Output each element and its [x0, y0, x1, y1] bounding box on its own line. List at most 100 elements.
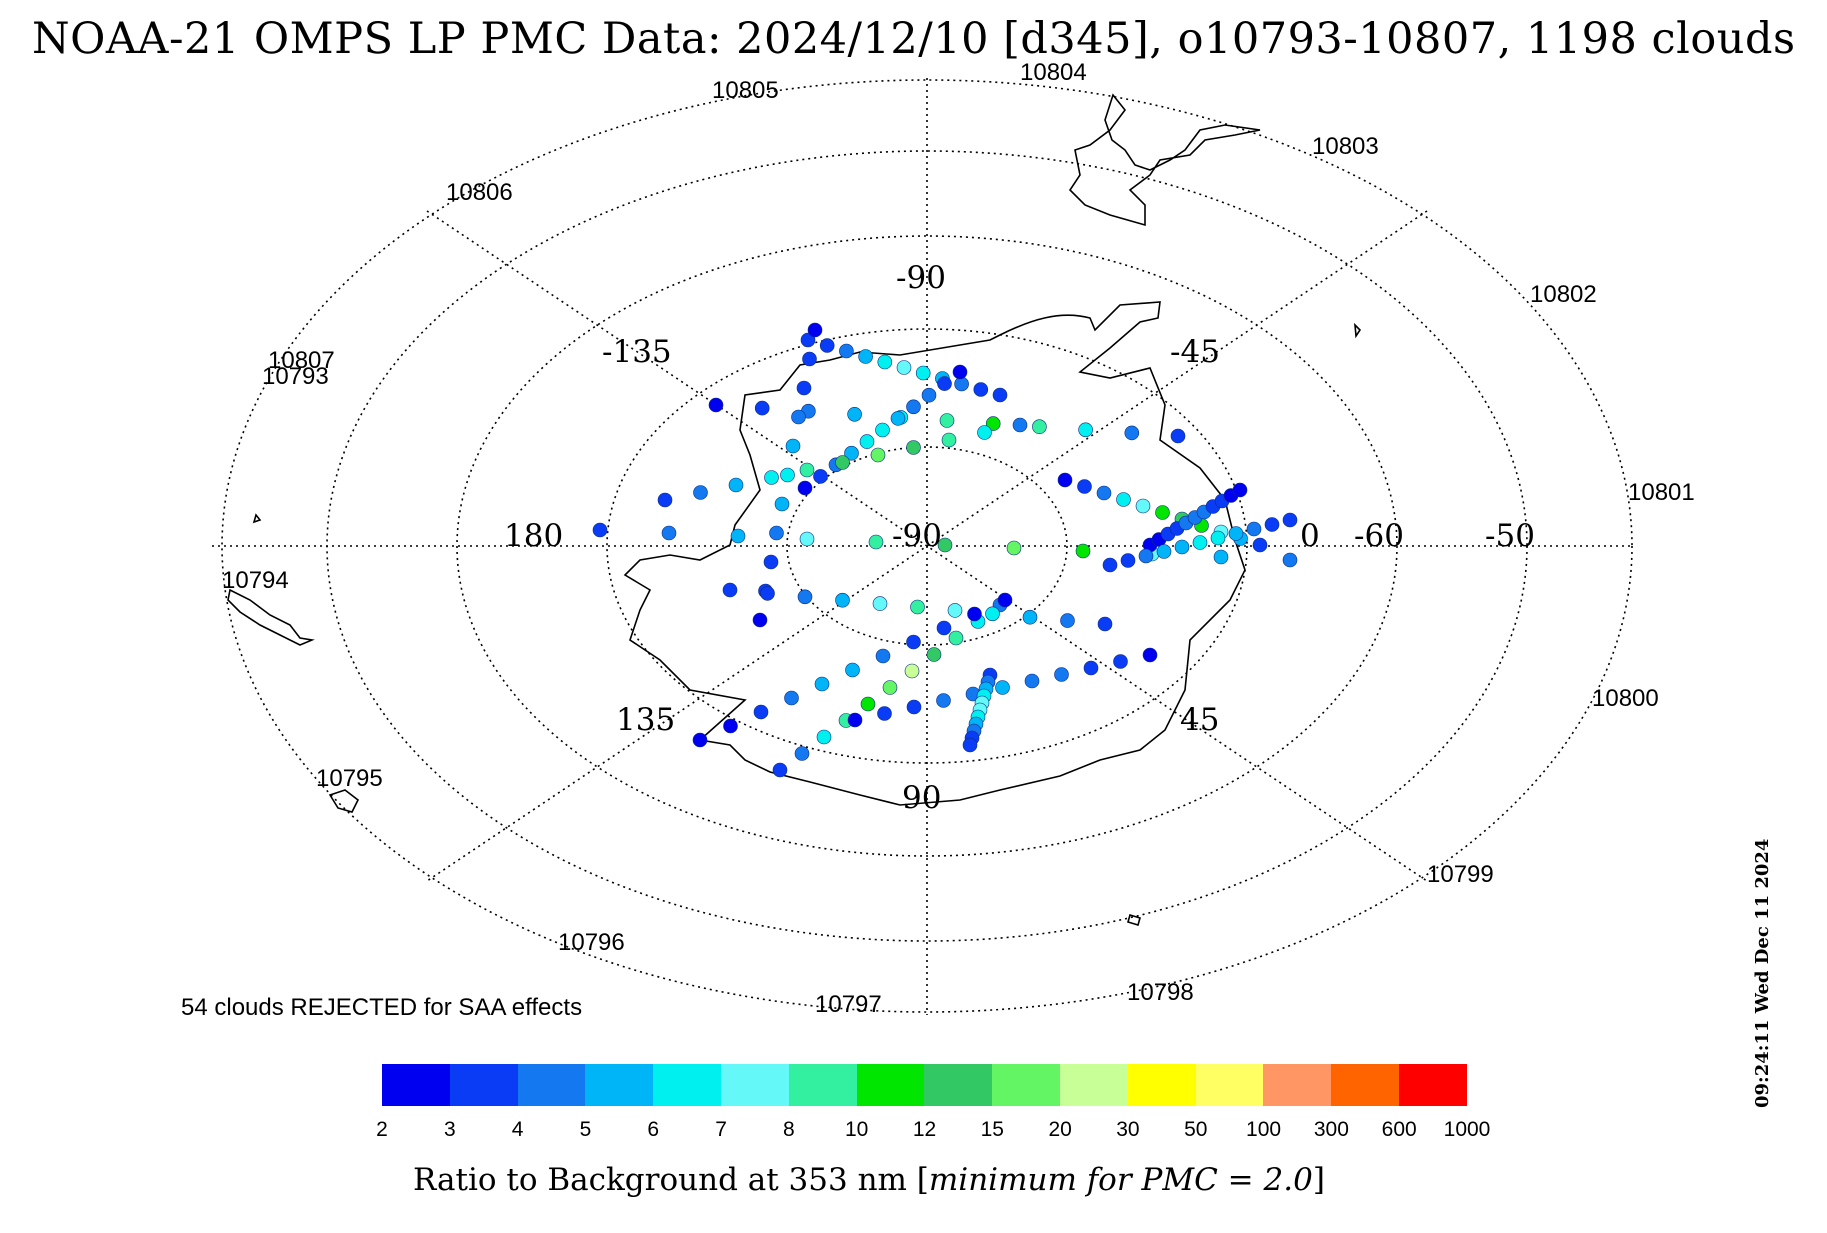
orbit-label: 10802 [1530, 281, 1597, 308]
cloud-point [728, 477, 744, 493]
cloud-point [1024, 673, 1040, 689]
cloud-point [1124, 425, 1140, 441]
cloud-point [937, 376, 952, 391]
meridian-line [426, 210, 1428, 882]
latitude-ring [456, 235, 1398, 857]
cloud-point [847, 406, 862, 422]
ring-label: -90 [896, 260, 946, 296]
colorbar [382, 1064, 1467, 1106]
colorbar-tick-label: 12 [912, 1118, 937, 1141]
cloud-point [839, 343, 854, 359]
cloud-point [797, 480, 813, 496]
cloud-point [896, 360, 912, 375]
colorbar-tick-label: 600 [1381, 1118, 1417, 1141]
latitude-ring [221, 79, 1633, 1013]
cloud-point [797, 589, 813, 605]
colorbar-tick-label: 10 [845, 1118, 869, 1141]
cloud-point [936, 693, 951, 708]
colorbar-tick-label: 300 [1313, 1118, 1349, 1141]
cloud-point [1102, 557, 1118, 573]
longitude-label: 45 [1180, 702, 1219, 738]
cloud-point [1054, 667, 1069, 682]
cloud-point [890, 411, 906, 426]
orbit-label: 10801 [1628, 479, 1695, 506]
cloud-point [868, 534, 884, 550]
cloud-point [1232, 482, 1248, 498]
cloud-point [722, 582, 738, 598]
longitude-label: -90 [892, 518, 942, 554]
colorbar-tick-label: 1000 [1443, 1118, 1491, 1141]
cloud-point [870, 447, 886, 463]
colorbar-swatch [1263, 1064, 1332, 1106]
cloud-point [1060, 613, 1075, 628]
cloud-point [802, 351, 817, 367]
cloud-point [1135, 498, 1151, 514]
cloud-point [1210, 530, 1226, 546]
cloud-point [1078, 422, 1093, 438]
orbit-label: 10807 [268, 347, 335, 374]
cloud-point [814, 676, 830, 692]
colorbar-tick-label: 6 [647, 1118, 660, 1141]
cloud-point [1213, 549, 1229, 565]
cloud-point [800, 332, 816, 348]
latitude-ring [786, 446, 1068, 646]
island-coastline [328, 789, 360, 813]
new-zealand-coastline [227, 588, 315, 646]
cloud-point [769, 525, 784, 541]
cloud-point [1170, 428, 1186, 444]
south-america-coastline [1068, 93, 1261, 227]
colorbar-tick-label: 2 [376, 1118, 388, 1141]
cloud-point [796, 380, 812, 396]
orbit-label: 10799 [1427, 861, 1494, 888]
colorbar-swatch [1195, 1064, 1264, 1106]
cloud-point [692, 732, 708, 748]
cloud-point [730, 528, 746, 544]
cloud-point [875, 422, 890, 438]
cloud-point [1192, 535, 1208, 550]
cloud-point [1252, 537, 1268, 553]
island-coastline [1354, 322, 1362, 339]
colorbar-tick-label: 50 [1184, 1118, 1208, 1141]
cloud-point [1246, 521, 1262, 537]
cloud-point [774, 496, 790, 512]
cloud-point [875, 648, 891, 664]
colorbar-tick-label: 5 [579, 1118, 592, 1141]
cloud-point [1282, 552, 1298, 568]
cloud-point [693, 485, 708, 500]
longitude-label: 180 [504, 518, 563, 554]
colorbar-tick-label: 30 [1116, 1118, 1140, 1141]
cloud-point [872, 596, 888, 611]
colorbar-title-italic: minimum for PMC = 2.0 [928, 1162, 1313, 1198]
colorbar-title: Ratio to Background at 353 nm [minimum f… [413, 1162, 1325, 1198]
cloud-point [921, 387, 937, 403]
cloud-point [985, 416, 1001, 431]
orbit-label: 10804 [1020, 59, 1087, 86]
colorbar-swatch [992, 1064, 1060, 1106]
cloud-point [1097, 616, 1113, 632]
cloud-point [952, 364, 968, 380]
colorbar-swatch [1059, 1064, 1128, 1106]
colorbar-tick-label: 8 [783, 1118, 795, 1141]
cloud-point [948, 630, 964, 646]
longitude-label: -45 [1170, 334, 1220, 370]
cloud-point [1120, 553, 1136, 568]
cloud-point [1083, 660, 1099, 676]
cloud-point [763, 554, 779, 570]
colorbar-swatch [653, 1064, 721, 1106]
cloud-point [794, 746, 810, 761]
ring-label: -50 [1485, 518, 1535, 554]
cloud-point [1156, 544, 1172, 559]
colorbar-swatch [788, 1064, 857, 1106]
cloud-point [1096, 485, 1112, 501]
cloud-point [985, 606, 1000, 622]
rejected-note: 54 clouds REJECTED for SAA effects [181, 994, 583, 1021]
cloud-point [753, 704, 769, 720]
cloud-point [1282, 512, 1298, 528]
cloud-point [977, 425, 992, 440]
colorbar-tick-label: 100 [1246, 1118, 1282, 1141]
cloud-point [906, 634, 921, 650]
cloud-point [807, 322, 823, 338]
colorbar-tick-label: 3 [443, 1118, 456, 1141]
colorbar-swatch [382, 1064, 450, 1106]
orbit-label: 10794 [222, 567, 289, 594]
